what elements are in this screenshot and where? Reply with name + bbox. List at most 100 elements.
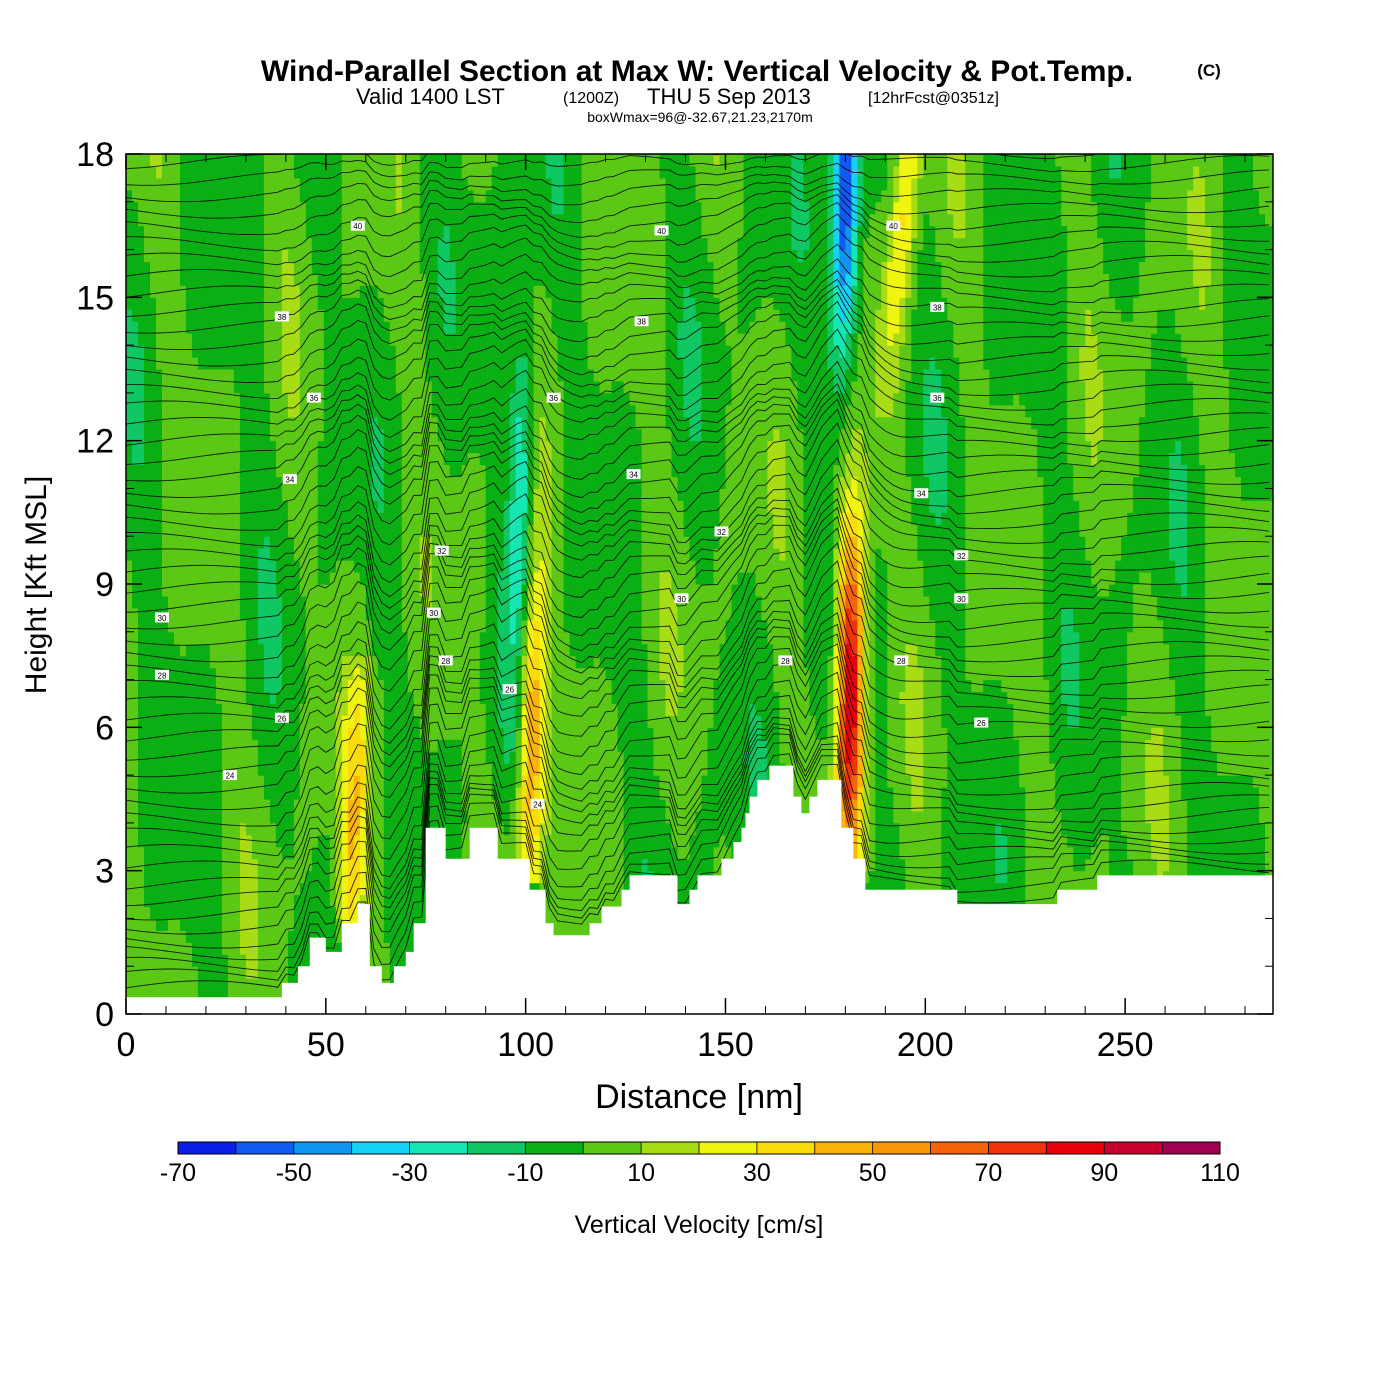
field-cell	[150, 631, 157, 645]
field-cell	[389, 822, 397, 836]
field-cell	[144, 715, 151, 728]
field-cell	[521, 345, 529, 358]
field-cell	[245, 751, 253, 764]
field-cell	[359, 249, 367, 263]
field-cell	[287, 631, 295, 645]
field-cell	[413, 261, 421, 274]
field-cell	[395, 572, 403, 585]
field-cell	[443, 536, 451, 549]
field-cell	[515, 309, 523, 322]
field-cell	[335, 799, 343, 812]
field-cell	[168, 261, 175, 274]
field-cell	[233, 607, 241, 621]
field-cell	[126, 978, 133, 991]
field-cell	[245, 201, 253, 215]
field-cell	[174, 643, 181, 657]
field-cell	[251, 906, 259, 919]
field-cell	[317, 512, 325, 525]
field-cell	[455, 751, 463, 764]
field-cell	[449, 273, 457, 286]
field-cell	[389, 572, 397, 585]
field-cell	[389, 954, 397, 967]
field-cell	[443, 404, 451, 418]
field-cell	[449, 309, 457, 322]
field-cell	[395, 751, 403, 764]
field-cell	[401, 189, 409, 203]
field-cell	[419, 524, 427, 537]
field-cell	[395, 846, 403, 860]
field-cell	[503, 619, 511, 633]
field-cell	[263, 572, 271, 585]
field-cell	[371, 237, 379, 251]
field-cell	[245, 560, 253, 573]
field-cell	[455, 464, 463, 478]
field-cell	[533, 249, 541, 263]
field-cell	[347, 225, 355, 239]
field-cell	[180, 345, 187, 358]
field-cell	[251, 763, 259, 776]
field-cell	[299, 954, 307, 967]
field-cell	[138, 739, 145, 752]
field-cell	[126, 428, 133, 442]
field-cell	[323, 727, 331, 740]
field-cell	[209, 464, 217, 478]
field-cell	[281, 369, 289, 382]
field-cell	[407, 440, 415, 454]
field-cell	[209, 954, 217, 967]
field-cell	[479, 572, 487, 585]
field-cell	[168, 787, 175, 800]
field-cell	[209, 476, 217, 489]
field-cell	[311, 775, 319, 788]
field-cell	[485, 548, 493, 561]
field-cell	[197, 894, 205, 908]
field-cell	[437, 500, 445, 513]
field-cell	[203, 822, 211, 836]
field-cell	[245, 285, 253, 298]
field-cell	[126, 846, 133, 860]
field-cell	[144, 345, 151, 358]
field-cell	[323, 500, 331, 513]
field-cell	[263, 834, 271, 848]
field-cell	[311, 380, 319, 394]
field-cell	[371, 321, 379, 334]
field-cell	[162, 954, 169, 967]
field-cell	[305, 428, 313, 442]
field-cell	[275, 930, 283, 943]
field-cell	[197, 165, 205, 179]
field-cell	[497, 357, 505, 370]
field-cell	[191, 524, 199, 537]
field-cell	[150, 655, 157, 669]
field-cell	[132, 655, 139, 669]
field-cell	[305, 739, 313, 752]
field-cell	[251, 321, 259, 334]
field-cell	[527, 631, 535, 645]
field-cell	[323, 213, 331, 227]
field-cell	[245, 225, 253, 239]
field-cell	[461, 584, 469, 597]
field-cell	[533, 882, 541, 896]
field-cell	[311, 619, 319, 633]
field-cell	[419, 380, 427, 394]
field-cell	[269, 512, 277, 525]
field-cell	[233, 500, 241, 513]
field-cell	[132, 273, 139, 286]
field-cell	[485, 452, 493, 466]
field-cell	[419, 643, 427, 657]
field-cell	[413, 321, 421, 334]
field-cell	[299, 285, 307, 298]
field-cell	[419, 799, 427, 812]
field-cell	[449, 763, 457, 776]
field-cell	[275, 643, 283, 657]
field-cell	[156, 452, 163, 466]
field-cell	[263, 643, 271, 657]
field-cell	[479, 225, 487, 239]
field-cell	[269, 249, 277, 263]
field-cell	[497, 201, 505, 215]
field-cell	[329, 452, 337, 466]
field-cell	[221, 643, 229, 657]
field-cell	[251, 154, 259, 167]
field-cell	[383, 954, 391, 967]
field-cell	[293, 691, 301, 704]
field-cell	[365, 643, 373, 657]
field-cell	[275, 452, 283, 466]
